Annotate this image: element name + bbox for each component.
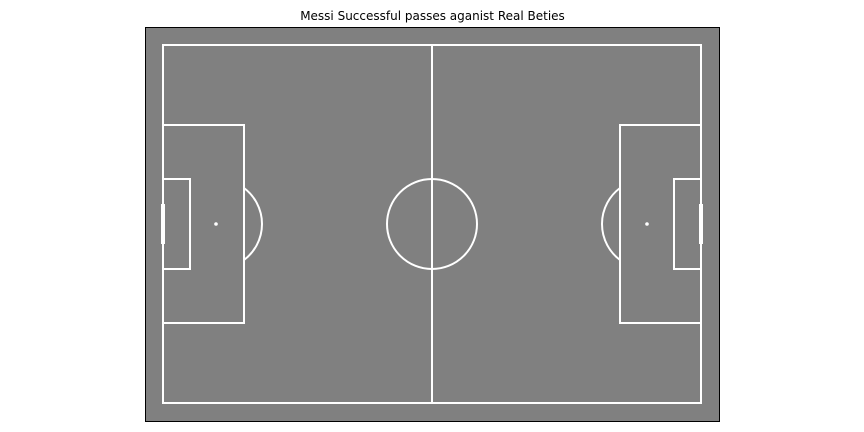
centre-circle — [386, 178, 478, 270]
right-penalty-arc — [601, 187, 621, 261]
left-penalty-spot — [214, 222, 218, 226]
centre-spot — [431, 223, 433, 225]
left-penalty-arc — [243, 187, 263, 261]
chart-title: Messi Successful passes aganist Real Bet… — [300, 9, 565, 23]
right-penalty-spot — [645, 222, 649, 226]
